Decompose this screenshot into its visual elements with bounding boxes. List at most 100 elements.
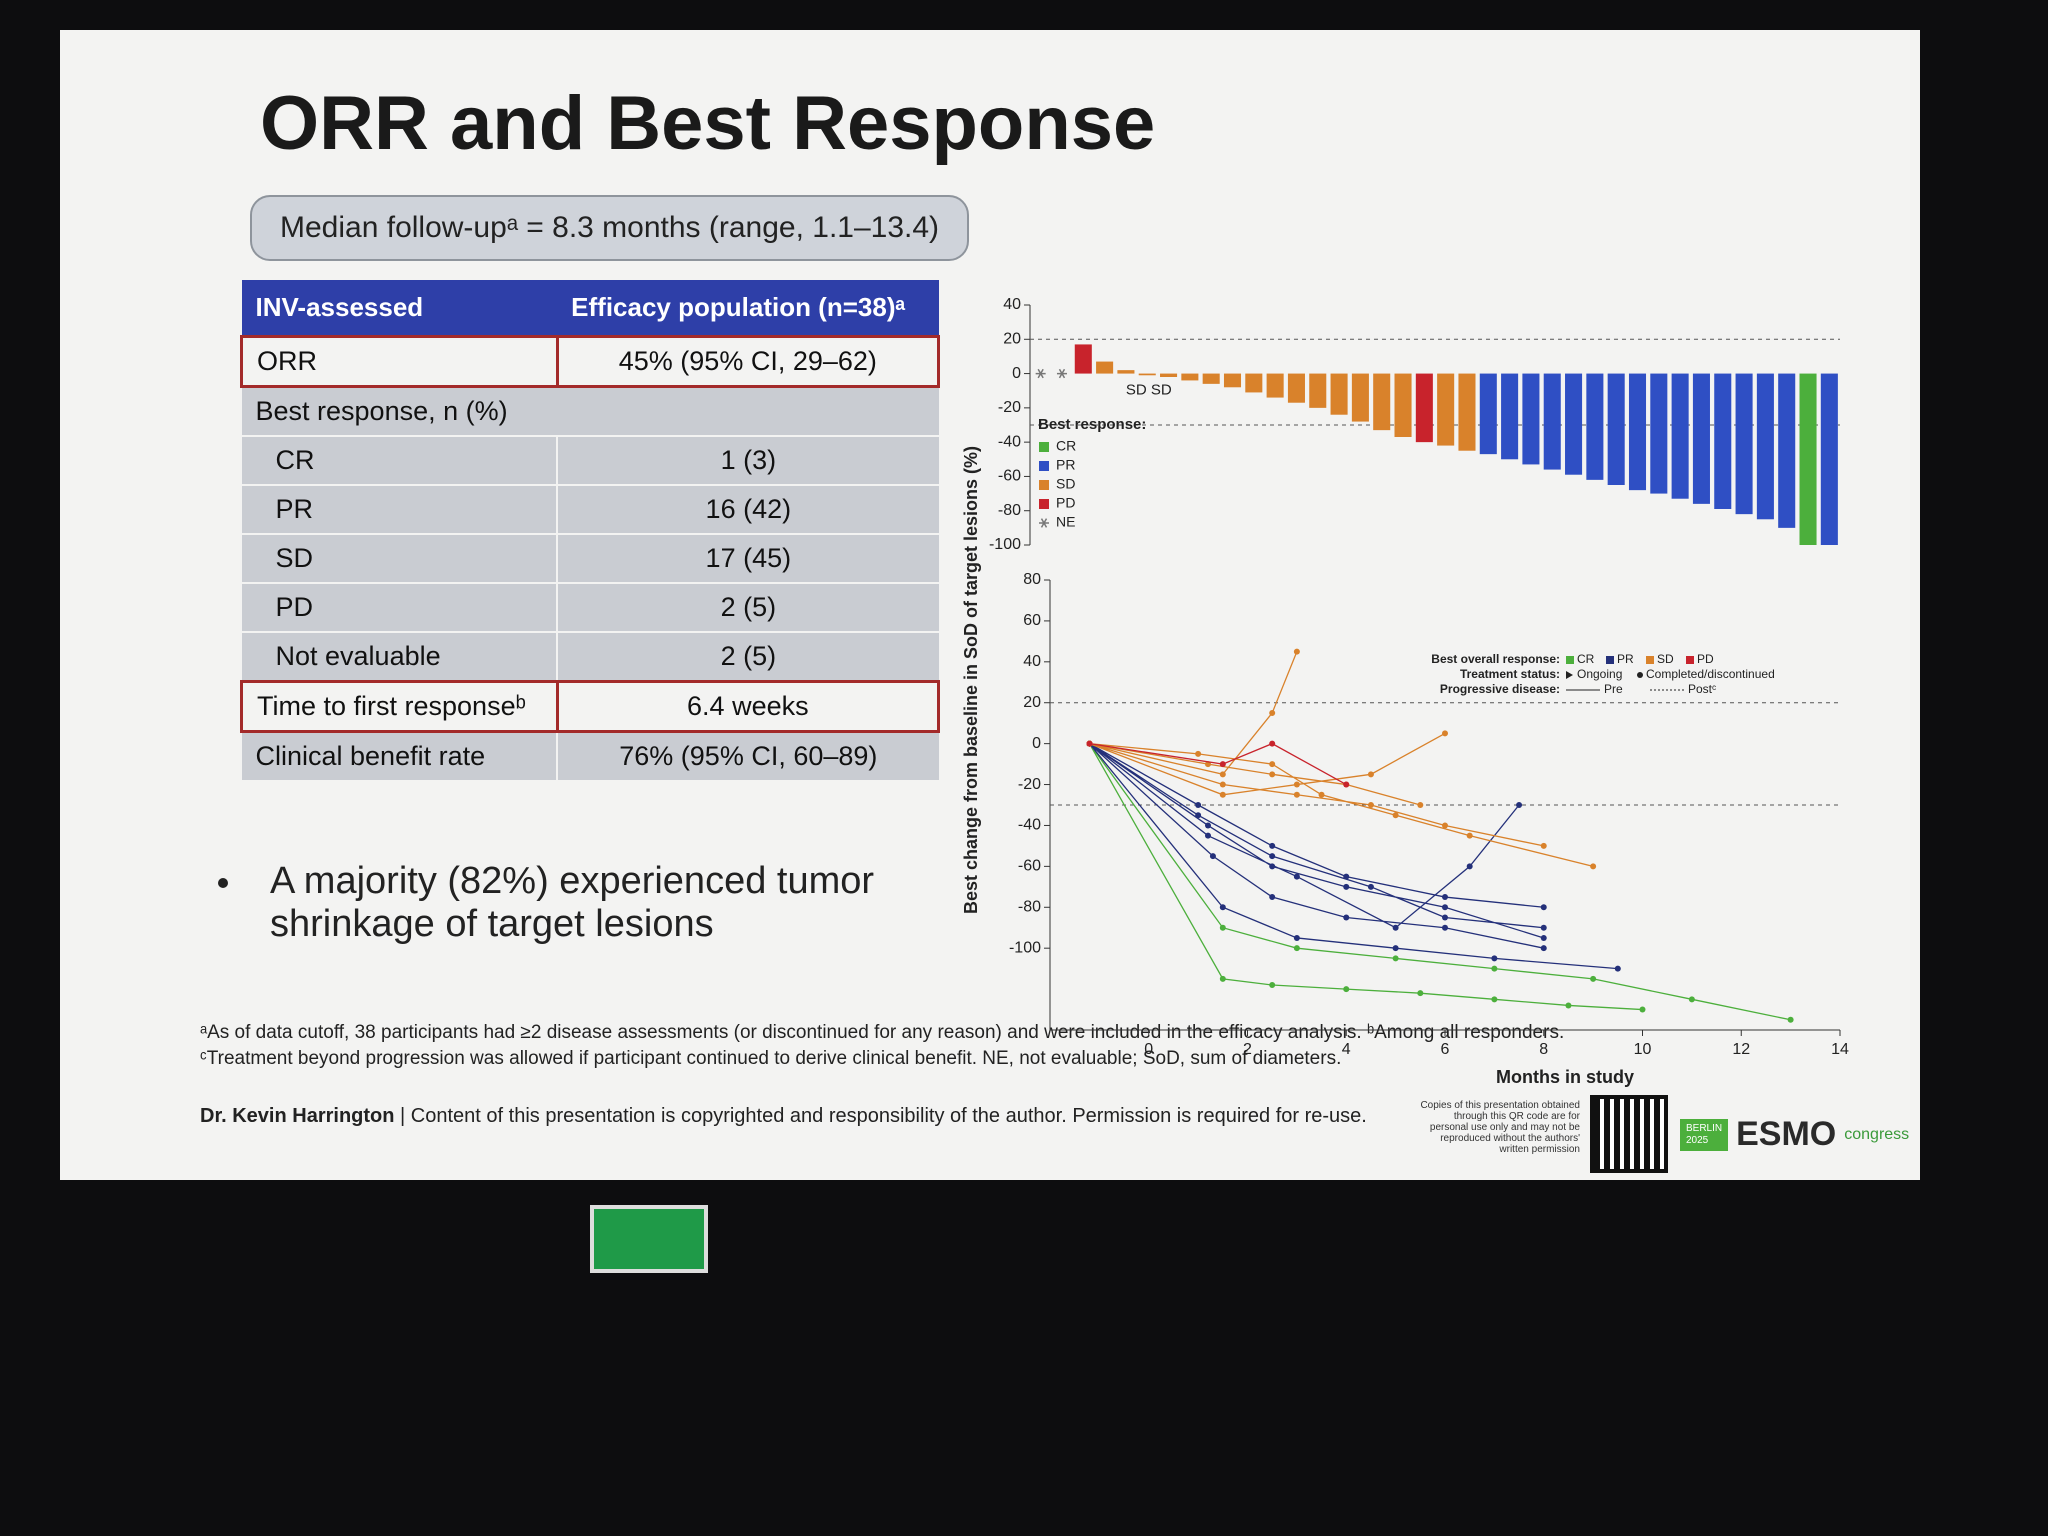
series-point <box>1540 945 1547 952</box>
y-tick-label: 80 <box>1023 571 1041 588</box>
table-label: Best response, n (%) <box>241 386 939 437</box>
bar <box>1586 373 1604 480</box>
series-point <box>1269 853 1276 860</box>
footnote: ᵃAs of data cutoff, 38 participants had … <box>200 1022 1565 1043</box>
table-value: 6.4 weeks <box>555 680 941 733</box>
qr-note: Copies of this presentation obtained thr… <box>1420 1100 1580 1155</box>
series-line <box>1088 743 1618 970</box>
copyright: | Content of this presentation is copyri… <box>400 1105 1367 1127</box>
series-point <box>1590 863 1597 870</box>
y-tick-label: 40 <box>1023 653 1041 670</box>
series-point <box>1293 648 1300 655</box>
series-point <box>1516 802 1523 808</box>
annotation: SD SD <box>1126 382 1172 399</box>
subtitle: Median follow-upᵃ = 8.3 months (range, 1… <box>250 195 970 261</box>
legend-label: Completed/discontinued <box>1646 667 1775 681</box>
y-tick-label: -60 <box>1018 858 1041 875</box>
y-tick-label: -40 <box>1018 817 1041 834</box>
bar <box>1820 373 1838 545</box>
results-table: INV-assessed Efficacy population (n=38)ᵃ… <box>240 280 941 782</box>
bar <box>1650 373 1668 494</box>
series-point <box>1614 965 1621 972</box>
slide-title: ORR and Best Response <box>260 81 1156 166</box>
table-value: 2 (5) <box>556 583 939 633</box>
series-point <box>1688 996 1695 1003</box>
series-point <box>1466 863 1473 870</box>
series-point <box>1540 842 1547 849</box>
series-point <box>1269 771 1276 778</box>
table-value: 45% (95% CI, 29–62) <box>555 335 941 388</box>
legend-symbol <box>1566 671 1573 679</box>
y-tick-label: -20 <box>998 399 1021 416</box>
legend-swatch <box>1686 656 1694 664</box>
legend-label: Postᶜ <box>1688 682 1716 696</box>
ne-marker <box>1056 368 1067 379</box>
series-point <box>1269 863 1276 870</box>
bar <box>1373 373 1391 431</box>
series-point <box>1219 781 1226 788</box>
bar <box>1096 361 1114 374</box>
series-point <box>1293 945 1300 952</box>
series-point <box>1392 955 1399 962</box>
bar <box>1628 373 1647 491</box>
series-point <box>1367 771 1374 778</box>
table-label: ORR <box>240 335 559 388</box>
x-tick-label: 8 <box>1539 1041 1548 1058</box>
series-point <box>1293 873 1300 880</box>
y-tick-label: -80 <box>1018 898 1041 915</box>
series-point <box>1491 955 1498 962</box>
series-point <box>1540 924 1547 931</box>
bar <box>1245 373 1263 393</box>
bar <box>1671 373 1689 499</box>
bar <box>1778 373 1796 528</box>
bar <box>1565 373 1583 475</box>
series-point <box>1343 986 1350 993</box>
series-point <box>1195 802 1202 808</box>
x-tick-label: 12 <box>1732 1041 1750 1058</box>
slide: ORR and Best Response Median follow-upᵃ … <box>60 30 1920 1180</box>
series-point <box>1367 883 1374 890</box>
exit-sign <box>590 1205 708 1273</box>
series-point <box>1219 975 1226 982</box>
ne-marker <box>1035 368 1046 379</box>
bar <box>1522 373 1540 465</box>
series-point <box>1392 924 1399 931</box>
series-point <box>1540 904 1547 911</box>
legend-label: PD <box>1056 495 1075 511</box>
series-point <box>1195 750 1202 757</box>
series-point <box>1466 832 1473 839</box>
y-tick-label: -100 <box>989 536 1021 553</box>
table-row: PD 2 (5) <box>241 583 939 633</box>
x-tick-label: 2 <box>1243 1041 1252 1058</box>
table-label: Not evaluable <box>241 632 558 683</box>
series-point <box>1392 945 1399 952</box>
series-point <box>1205 822 1211 829</box>
author: Dr. Kevin Harrington <box>200 1105 395 1127</box>
series-point <box>1491 965 1498 972</box>
table-row: CR 1 (3) <box>241 436 939 486</box>
bar <box>1479 373 1497 455</box>
legend-title: Best response: <box>1038 416 1146 433</box>
table-row: Clinical benefit rate 76% (95% CI, 60–89) <box>241 731 939 782</box>
series-point <box>1219 904 1226 911</box>
table-value: 1 (3) <box>556 436 939 486</box>
table-header: Efficacy population (n=38)ᵃ <box>557 280 939 337</box>
y-tick-label: -40 <box>998 433 1021 450</box>
series-point <box>1219 791 1226 798</box>
legend-heading: Best overall response: <box>1431 652 1560 666</box>
bar <box>1223 373 1242 388</box>
legend-swatch <box>1039 499 1049 509</box>
table-label: PD <box>241 583 558 633</box>
series-point <box>1442 822 1448 829</box>
series-point <box>1367 802 1374 808</box>
series-point <box>1442 904 1448 911</box>
logo-city: BERLIN <box>1686 1122 1723 1134</box>
table-label: Time to first responseᵇ <box>240 680 559 733</box>
series-point <box>1219 924 1226 931</box>
series-point <box>1269 982 1276 988</box>
table-label: Clinical benefit rate <box>241 731 558 782</box>
logo-year: 2025 <box>1686 1134 1709 1146</box>
table-row: Not evaluable 2 (5) <box>241 632 939 683</box>
legend-label: CR <box>1056 438 1076 454</box>
bar <box>1501 373 1519 460</box>
